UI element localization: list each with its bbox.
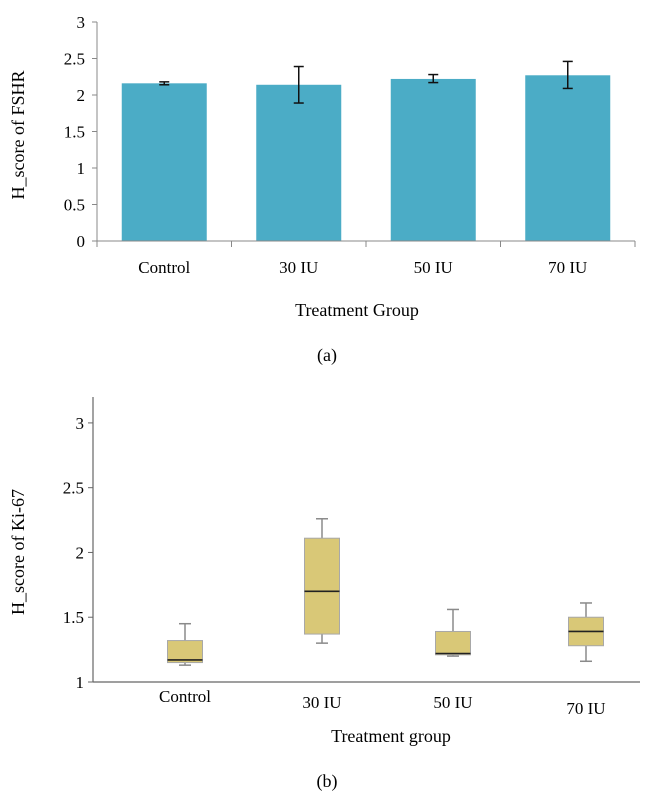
panel-b-x-axis-title: Treatment group	[331, 726, 451, 746]
panel-b-x-tick-label: 50 IU	[433, 693, 472, 712]
panel-a-bar	[525, 75, 611, 241]
panel-b-x-tick-label: 30 IU	[302, 693, 341, 712]
panel-b-y-tick-label: 2.5	[63, 479, 84, 498]
panel-a-y-tick-label: 2.5	[64, 50, 85, 69]
panel-a-bar-chart: 0 0.5 1 1.5 2 2.5 3 Control 30 IU 50 IU 70 IU H_sc…	[8, 13, 636, 366]
panel-b-box	[304, 537, 340, 635]
panel-a-x-tick-label: 70 IU	[548, 258, 587, 277]
panel-b-y-tick-label: 2	[76, 543, 85, 562]
panel-a-bar	[390, 78, 476, 241]
panel-a-x-tick-label: 50 IU	[414, 258, 453, 277]
panel-a-x-axis-title: Treatment Group	[295, 300, 419, 320]
panel-a-bar	[121, 83, 207, 241]
panel-a-x-tick-label: 30 IU	[279, 258, 318, 277]
panel-b-box-plot: 1 1.5 2 2.5 3 Control 30 IU 50 IU 70 IU H_score …	[8, 397, 640, 792]
panel-b-y-axis-title: H_score of Ki-67	[8, 489, 28, 615]
panel-b-y-tick-label: 1	[76, 673, 85, 692]
panel-b-x-tick-label: Control	[159, 687, 211, 706]
panel-a-bar	[256, 84, 342, 241]
panel-a-y-tick-label: 3	[77, 13, 86, 32]
panel-a-y-tick-label: 1.5	[64, 123, 85, 142]
panel-a-caption: (a)	[317, 345, 337, 366]
panel-b-box	[435, 630, 471, 656]
panel-b-y-tick-label: 3	[76, 414, 85, 433]
panel-a-y-tick-label: 0.5	[64, 196, 85, 215]
panel-b-box	[167, 640, 203, 664]
panel-a-y-tick-label: 2	[77, 86, 86, 105]
panel-b-x-tick-label: 70 IU	[566, 699, 605, 718]
panel-a-x-tick-label: Control	[138, 258, 190, 277]
panel-a-y-tick-label: 1	[77, 159, 86, 178]
panel-b-y-tick-label: 1.5	[63, 608, 84, 627]
panel-a-y-axis-title: H_score of FSHR	[8, 71, 28, 200]
panel-b-caption: (b)	[317, 771, 338, 792]
panel-a-y-tick-label: 0	[77, 232, 86, 251]
